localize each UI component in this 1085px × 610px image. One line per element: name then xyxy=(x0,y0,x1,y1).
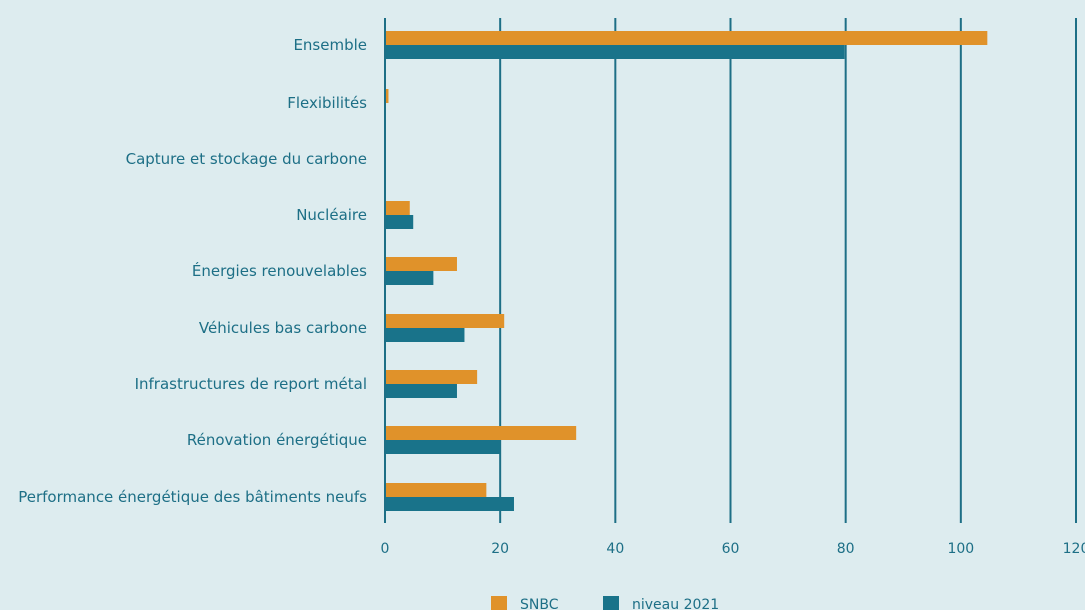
bar-snbc xyxy=(385,89,389,103)
x-tick-label: 120 xyxy=(1063,541,1085,557)
bar-snbc xyxy=(385,370,478,384)
category-label: Capture et stockage du carbone xyxy=(126,150,367,168)
bar-snbc xyxy=(385,257,457,271)
category-label: Véhicules bas carbone xyxy=(199,319,367,337)
category-label: Rénovation énergétique xyxy=(187,431,367,449)
bar-niveau-2021 xyxy=(385,497,514,511)
bar-niveau-2021 xyxy=(385,45,845,59)
legend-label: niveau 2021 xyxy=(632,597,719,610)
bar-niveau-2021 xyxy=(385,384,457,398)
bar-snbc xyxy=(385,314,505,328)
bar-snbc xyxy=(385,31,988,45)
category-label: Énergies renouvelables xyxy=(192,261,367,280)
x-tick-label: 20 xyxy=(491,541,509,557)
legend-label: SNBC xyxy=(520,597,559,610)
x-tick-label: 40 xyxy=(606,541,624,557)
x-tick-label: 0 xyxy=(381,541,390,557)
bar-niveau-2021 xyxy=(385,271,434,285)
legend-swatch xyxy=(603,596,619,610)
x-tick-label: 60 xyxy=(722,541,740,557)
category-label: Infrastructures de report métal xyxy=(135,375,367,393)
category-label: Nucléaire xyxy=(296,206,367,224)
x-tick-label: 100 xyxy=(947,541,974,557)
bar-snbc xyxy=(385,426,577,440)
x-tick-label: 80 xyxy=(837,541,855,557)
category-label: Flexibilités xyxy=(287,94,367,112)
category-label: Performance énergétique des bâtiments ne… xyxy=(18,488,367,506)
bar-niveau-2021 xyxy=(385,215,414,229)
bar-niveau-2021 xyxy=(385,328,465,342)
legend-swatch xyxy=(491,596,507,610)
bar-snbc xyxy=(385,201,410,215)
category-label: Ensemble xyxy=(293,36,367,54)
bar-snbc xyxy=(385,483,487,497)
bar-niveau-2021 xyxy=(385,440,501,454)
